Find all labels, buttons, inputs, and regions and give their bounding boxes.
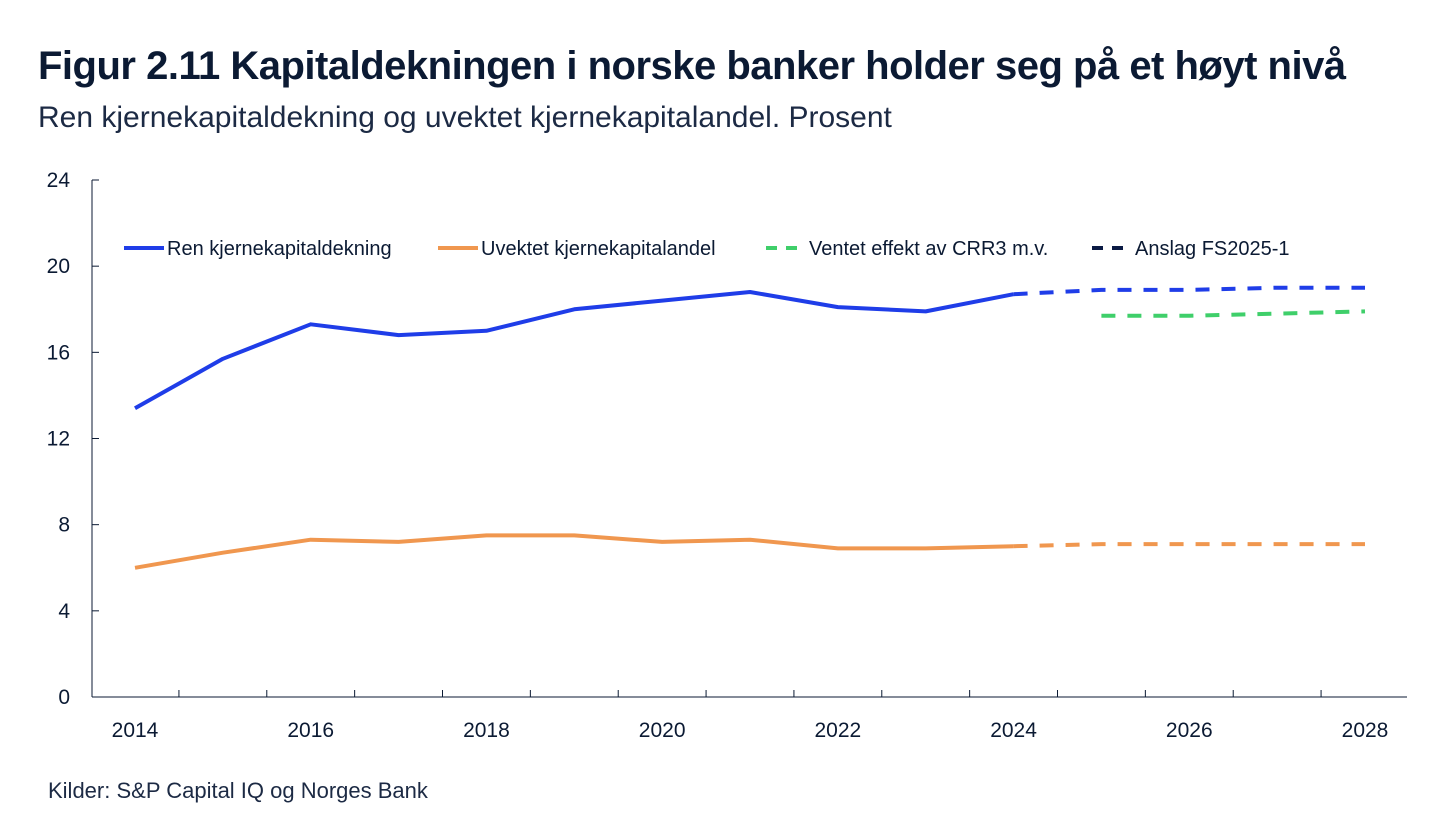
y-tick-label: 20 bbox=[47, 255, 70, 278]
x-tick-label: 2016 bbox=[287, 719, 334, 742]
y-tick-label: 16 bbox=[47, 341, 70, 364]
series-line-6 bbox=[1013, 542, 1365, 549]
chart-title: Figur 2.11 Kapitaldekningen i norske ban… bbox=[38, 44, 1346, 88]
series-line-2 bbox=[134, 533, 1014, 570]
y-tick-label: 0 bbox=[58, 686, 70, 709]
y-tick-label: 12 bbox=[47, 428, 70, 451]
x-tick-label: 2022 bbox=[814, 719, 861, 742]
source-note: Kilder: S&P Capital IQ og Norges Bank bbox=[48, 778, 428, 803]
x-tick-label: 2028 bbox=[1342, 719, 1389, 742]
y-tick-label: 24 bbox=[47, 169, 71, 192]
series-line-5 bbox=[1013, 285, 1365, 297]
series-line-1 bbox=[134, 290, 1014, 411]
x-tick-label: 2020 bbox=[639, 719, 686, 742]
x-tick-label: 2014 bbox=[112, 719, 159, 742]
x-tick-label: 2024 bbox=[990, 719, 1037, 742]
x-tick-label: 2026 bbox=[1166, 719, 1213, 742]
legend-label: Ventet effekt av CRR3 m.v. bbox=[809, 238, 1048, 260]
legend-label: Anslag FS2025-1 bbox=[1135, 238, 1290, 260]
legend-label: Uvektet kjernekapitalandel bbox=[481, 238, 716, 260]
y-tick-label: 4 bbox=[58, 600, 70, 623]
series-line-3 bbox=[1101, 309, 1366, 318]
y-tick-label: 8 bbox=[58, 514, 70, 537]
x-tick-label: 2018 bbox=[463, 719, 510, 742]
chart-subtitle: Ren kjernekapitaldekning og uvektet kjer… bbox=[38, 101, 892, 134]
legend-label: Ren kjernekapitaldekning bbox=[167, 238, 392, 260]
